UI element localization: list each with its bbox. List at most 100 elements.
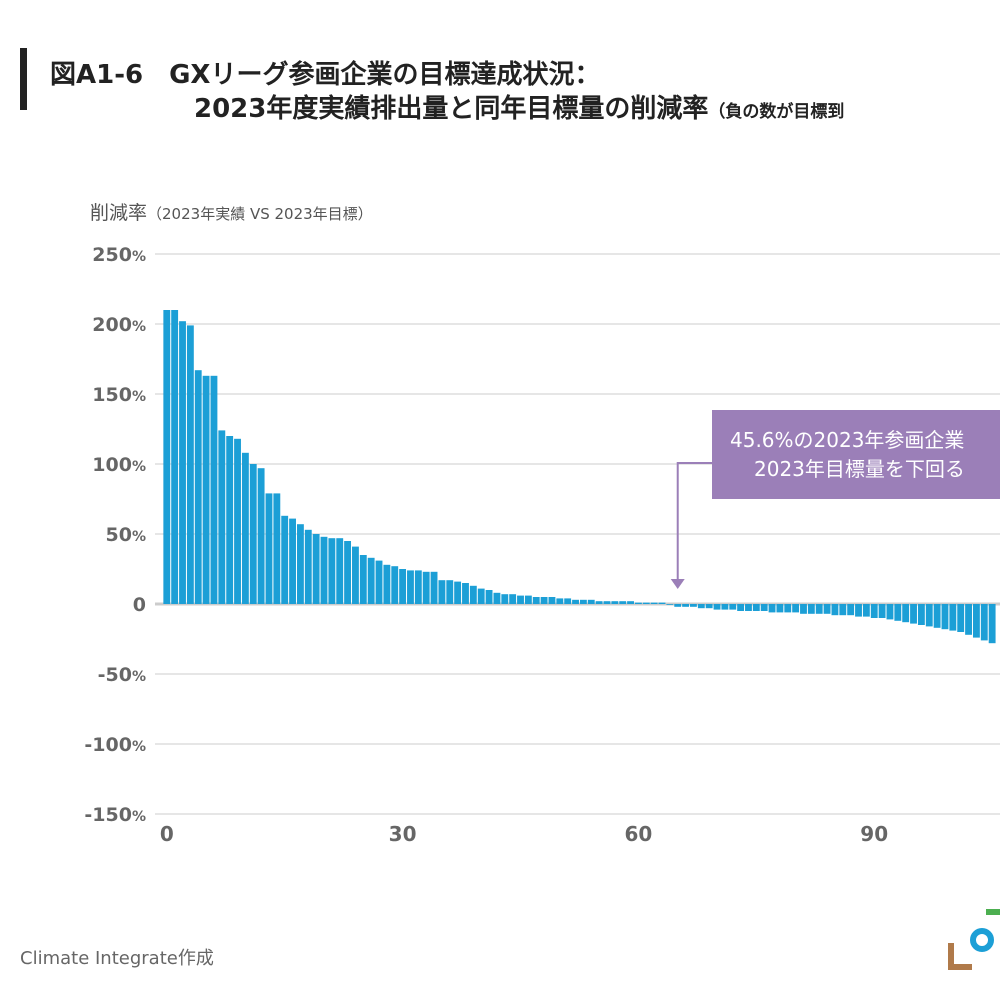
y-axis-title-main: 削減率: [90, 202, 148, 224]
bar: [564, 598, 572, 604]
bar: [902, 604, 910, 623]
y-tick-unit: %: [132, 389, 146, 405]
y-tick-label: -100%: [84, 734, 146, 756]
title-line-2: 2023年度実績排出量と同年目標量の削減率（負の数が目標到: [50, 92, 844, 129]
bar: [257, 468, 265, 604]
y-tick-value: 150: [92, 384, 132, 406]
bar: [855, 604, 862, 617]
y-tick-value: 100: [92, 454, 132, 476]
bar: [611, 601, 619, 604]
bar: [446, 580, 454, 604]
bar: [359, 555, 367, 604]
y-tick-value: 0: [133, 594, 146, 616]
bar: [988, 604, 996, 644]
x-tick-label: 60: [624, 822, 652, 846]
y-tick-unit: %: [132, 249, 146, 265]
bar: [784, 604, 792, 613]
annotation-callout: 45.6%の2023年参画企業 2023年目標量を下回る: [712, 410, 1000, 499]
bar: [634, 602, 642, 604]
bar: [965, 604, 972, 635]
y-tick-unit: %: [132, 459, 146, 475]
x-tick-label: 0: [160, 822, 174, 846]
bar: [532, 597, 540, 604]
source-credit: Climate Integrate作成: [20, 948, 214, 969]
bar: [391, 566, 399, 604]
y-tick-value: 50: [106, 524, 132, 546]
bar: [697, 604, 705, 609]
bar: [186, 325, 194, 604]
bar: [422, 571, 430, 604]
bar: [234, 438, 241, 604]
bar: [241, 452, 249, 604]
bar: [194, 370, 202, 604]
bar: [383, 564, 391, 604]
bar: [980, 604, 988, 641]
x-axis-ticks: 0 30 60 90: [160, 822, 888, 846]
y-tick-unit: %: [132, 669, 146, 685]
logo-brown-corner: [948, 943, 972, 970]
y-tick-value: -50: [98, 664, 132, 686]
y-tick-label: 250%: [92, 244, 146, 266]
bar: [289, 518, 296, 604]
bar: [886, 604, 894, 620]
bar: [438, 580, 446, 604]
bar: [933, 604, 941, 628]
chart-title: 図A1-6 GXリーグ参画企業の目標達成状況： 2023年度実績排出量と同年目標…: [50, 58, 844, 129]
bar: [910, 604, 917, 624]
bar: [304, 529, 312, 604]
bar: [218, 430, 226, 604]
annotation-arrow: [670, 462, 712, 589]
bar: [619, 601, 627, 604]
bar: [469, 585, 477, 604]
bar: [705, 604, 713, 609]
annotation-connector: [676, 462, 712, 580]
annotation-arrowhead: [670, 579, 685, 589]
bar: [823, 604, 831, 614]
bar: [336, 538, 344, 604]
y-tick-value: 200: [92, 314, 132, 336]
bar: [249, 464, 257, 604]
bar: [642, 602, 650, 604]
bar: [752, 604, 760, 611]
annotation-line-1: 45.6%の2023年参画企業: [730, 428, 965, 452]
y-axis-ticks: 250%200%150%100%50%0-50%-100%-150%: [84, 244, 146, 826]
bar: [595, 601, 603, 604]
y-tick-label: 0: [133, 594, 146, 616]
bar: [831, 604, 839, 616]
bar: [548, 597, 556, 604]
bar: [917, 604, 925, 625]
bar: [202, 375, 210, 604]
y-tick-unit: %: [132, 739, 146, 755]
x-tick-label: 90: [860, 822, 888, 846]
title-line-1: 図A1-6 GXリーグ参画企業の目標達成状況：: [50, 60, 601, 90]
bar: [603, 601, 611, 604]
bar: [375, 560, 383, 604]
y-tick-unit: %: [132, 529, 146, 545]
bar: [925, 604, 933, 627]
climate-integrate-logo: [948, 909, 1000, 970]
bar: [674, 604, 682, 607]
bar: [540, 597, 548, 604]
y-tick-label: 100%: [92, 454, 146, 476]
bar: [273, 493, 281, 604]
y-tick-value: 250: [92, 244, 132, 266]
bar: [210, 375, 218, 604]
bar: [281, 515, 289, 604]
y-tick-value: -150: [84, 804, 132, 826]
y-tick-label: -150%: [84, 804, 146, 826]
bar: [320, 536, 328, 604]
y-tick-label: 200%: [92, 314, 146, 336]
bar: [690, 604, 697, 607]
bar: [760, 604, 768, 611]
bar: [768, 604, 776, 613]
bar: [650, 602, 658, 604]
bar: [682, 604, 690, 607]
bar: [312, 534, 320, 604]
bar: [163, 310, 171, 604]
bar: [485, 590, 493, 604]
bar: [265, 493, 273, 604]
x-tick-label: 30: [389, 822, 417, 846]
bar: [328, 538, 336, 604]
bars: [163, 310, 996, 644]
